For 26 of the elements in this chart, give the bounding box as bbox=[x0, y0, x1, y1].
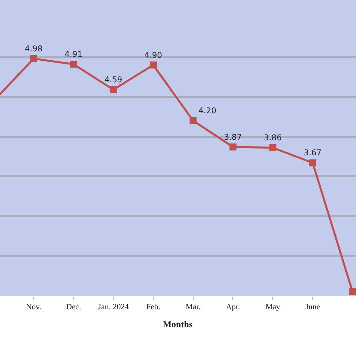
point bbox=[349, 288, 356, 296]
x-axis-title: Months bbox=[163, 319, 194, 330]
point bbox=[270, 144, 277, 152]
data-label: 3.67 bbox=[304, 148, 322, 158]
data-label: 3.86 bbox=[264, 134, 282, 143]
point bbox=[309, 160, 316, 167]
point bbox=[190, 117, 197, 124]
point bbox=[70, 60, 78, 68]
x-tick-label: Jan. 2024 bbox=[98, 302, 129, 312]
x-tick-label: June bbox=[306, 302, 321, 312]
x-tick-label: Dec. bbox=[66, 302, 82, 312]
x-tick-label: Nov. bbox=[26, 302, 42, 312]
point bbox=[150, 62, 157, 69]
point bbox=[110, 86, 118, 94]
x-tick-label: Mar. bbox=[186, 302, 201, 312]
point bbox=[30, 55, 38, 62]
data-label: 3.87 bbox=[224, 132, 242, 142]
data-label: 4.90 bbox=[144, 50, 162, 60]
data-label: 4.20 bbox=[198, 106, 217, 116]
data-label: 4.98 bbox=[24, 44, 43, 54]
x-tick-label: May bbox=[266, 302, 280, 312]
x-tick-label: Feb. bbox=[146, 302, 160, 312]
point bbox=[230, 144, 237, 151]
x-tick-label: Apr. bbox=[226, 302, 240, 312]
data-label: 4.59 bbox=[104, 76, 123, 85]
data-label: 4.91 bbox=[64, 50, 83, 60]
